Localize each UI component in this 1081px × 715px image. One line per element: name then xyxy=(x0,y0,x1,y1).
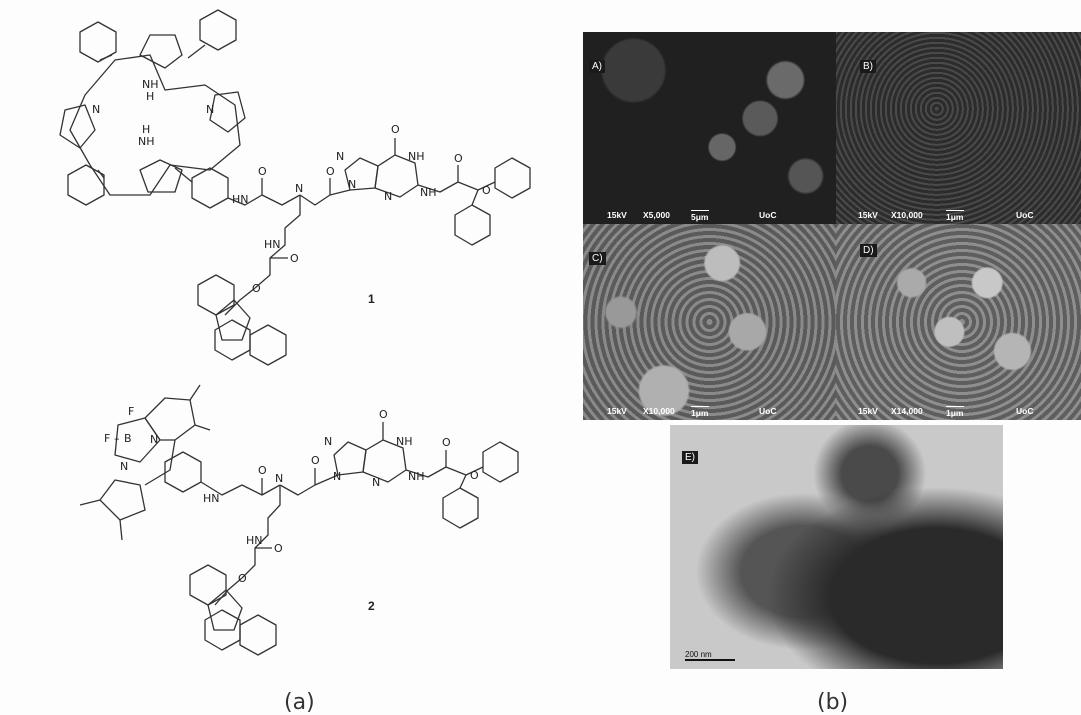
atom-n-left: N xyxy=(92,103,100,116)
atom-nh-top: NH xyxy=(142,78,159,91)
atom-o-amide-4: O xyxy=(311,454,320,467)
lab-label-d: UoC xyxy=(1016,406,1034,416)
compound-2-label: 2 xyxy=(368,599,375,613)
scale-label-a: 5μm xyxy=(691,210,709,222)
atom-o-carbamate-2: O xyxy=(442,436,451,449)
sem-panel-b: B) 15kV X10,000 1μm UoC xyxy=(836,32,1081,224)
caption-a: (a) xyxy=(284,690,315,715)
atom-n-guanine-3: N xyxy=(384,190,392,203)
atom-o-fmoc-1a: O xyxy=(290,252,299,265)
atom-n-guanine-2: N xyxy=(348,178,356,191)
tem-panel-e: E) 200 nm xyxy=(670,425,1003,669)
atom-hn-fmoc-2: HN xyxy=(246,534,263,547)
atom-o-fmoc-2a: O xyxy=(274,542,283,555)
atom-n-guanine-1: N xyxy=(336,150,344,163)
compound-1-label: 1 xyxy=(368,292,375,306)
atom-nh-carbamate-2: NH xyxy=(408,470,425,483)
atom-o-amide-2: O xyxy=(326,165,335,178)
sem-panel-d: D) 15kV X14,000 1μm UoC xyxy=(836,224,1081,420)
sem-panel-c: C) 15kV X10,000 1μm UoC xyxy=(583,224,836,420)
atom-hn-amide-1: HN xyxy=(232,193,249,206)
atom-n-guanine-4: N xyxy=(324,435,332,448)
atom-nh-bottom: NH xyxy=(138,135,155,148)
atom-n-bodipy-1: N xyxy=(150,433,158,446)
scale-label-d: 1μm xyxy=(946,406,964,418)
mag-label-b: X10,000 xyxy=(891,210,923,220)
scalebar-d: 15kV X14,000 1μm UoC xyxy=(836,402,1081,420)
atom-nh-guanine-2: NH xyxy=(396,435,413,448)
lab-label-a: UoC xyxy=(759,210,777,220)
atom-o-fmoc-1b: O xyxy=(252,282,261,295)
atom-h-bottom: H xyxy=(142,123,150,136)
atom-o-ester-2: O xyxy=(470,469,479,482)
kv-label-c: 15kV xyxy=(607,406,627,416)
atom-hn-fmoc-1: HN xyxy=(264,238,281,251)
atom-f-1: F xyxy=(128,405,134,418)
atom-o-amide-3: O xyxy=(258,464,267,477)
atom-h-top: H xyxy=(146,90,154,103)
atom-nh-guanine: NH xyxy=(408,150,425,163)
atom-n-guanine-6: N xyxy=(372,476,380,489)
tem-scale-label: 200 nm xyxy=(685,650,735,661)
atom-b: B xyxy=(124,432,132,445)
kv-label-b: 15kV xyxy=(858,210,878,220)
atom-f-2: F xyxy=(104,432,110,445)
atom-o-amide-1: O xyxy=(258,165,267,178)
atom-o-guanine-2: O xyxy=(379,408,388,421)
panel-tag-d: D) xyxy=(860,244,877,257)
scale-label-c: 1μm xyxy=(691,406,709,418)
mag-label-a: X5,000 xyxy=(643,210,670,220)
atom-o-carbamate: O xyxy=(454,152,463,165)
panel-tag-b: B) xyxy=(860,60,876,73)
atom-n-backbone-1: N xyxy=(295,182,303,195)
panel-tag-a: A) xyxy=(589,60,605,73)
atom-o-guanine: O xyxy=(391,123,400,136)
panel-tag-c: C) xyxy=(589,252,606,265)
atom-o-fmoc-2b: O xyxy=(238,572,247,585)
atom-dash: – xyxy=(114,432,120,445)
atom-n-right: N xyxy=(206,103,214,116)
chemical-structures-diagram: NH H N N H NH HN O N O N N O NH N NH O O… xyxy=(59,9,531,656)
atom-n-guanine-5: N xyxy=(333,470,341,483)
kv-label-a: 15kV xyxy=(607,210,627,220)
atom-o-ester: O xyxy=(482,184,491,197)
atom-n-bodipy-2: N xyxy=(120,460,128,473)
lab-label-c: UoC xyxy=(759,406,777,416)
scalebar-c: 15kV X10,000 1μm UoC xyxy=(583,402,836,420)
atom-nh-carbamate: NH xyxy=(420,186,437,199)
mag-label-c: X10,000 xyxy=(643,406,675,416)
scale-label-b: 1μm xyxy=(946,210,964,222)
kv-label-d: 15kV xyxy=(858,406,878,416)
atom-hn-amide-2: HN xyxy=(203,492,220,505)
panel-tag-e: E) xyxy=(682,451,698,464)
sem-panel-a: A) 15kV X5,000 5μm UoC xyxy=(583,32,836,224)
scalebar-a: 15kV X5,000 5μm UoC xyxy=(583,206,836,224)
atom-n-backbone-2: N xyxy=(275,472,283,485)
scalebar-b: 15kV X10,000 1μm UoC xyxy=(836,206,1081,224)
lab-label-b: UoC xyxy=(1016,210,1034,220)
mag-label-d: X14,000 xyxy=(891,406,923,416)
caption-b: (b) xyxy=(817,690,849,715)
